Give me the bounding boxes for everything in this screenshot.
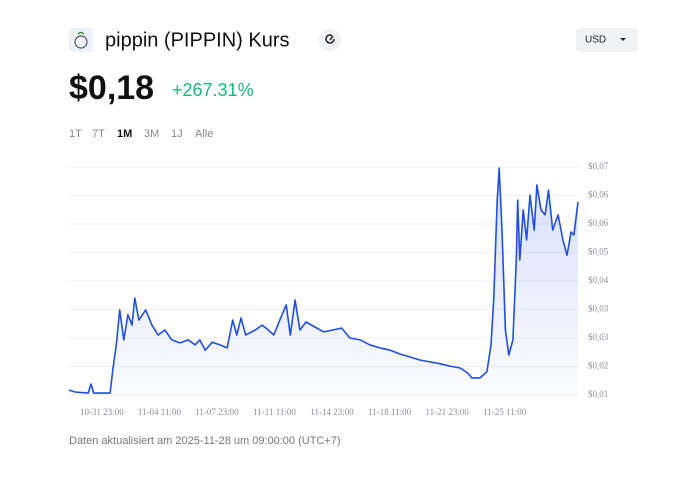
x-tick-label: 11-07 23:00 — [195, 407, 239, 417]
x-tick-label: 10-31 23:00 — [80, 407, 124, 417]
x-tick-label: 11-11 11:00 — [253, 407, 296, 417]
currency: USD — [585, 35, 606, 46]
range-tab[interactable]: Alle — [195, 128, 213, 140]
price-change: +267.31% — [172, 80, 254, 100]
area-fill — [69, 168, 578, 395]
x-tick-label: 11-25 11:00 — [483, 407, 527, 417]
x-tick-label: 11-14 23:00 — [310, 407, 354, 417]
y-tick-label: $0,03 — [588, 332, 609, 342]
y-tick-label: $0,06 — [588, 190, 609, 200]
currency-select[interactable]: USD — [576, 28, 638, 52]
title: pippin (PIPPIN) Kurs — [105, 29, 290, 51]
range-tab[interactable]: 1J — [171, 128, 183, 140]
y-tick-label: $0,04 — [588, 275, 609, 285]
range-tab[interactable]: 1T — [69, 128, 82, 140]
x-tick-label: 11-04 11:00 — [138, 407, 182, 417]
price: $0,18 — [69, 69, 154, 107]
y-tick-label: $0,05 — [588, 247, 609, 257]
range-tab[interactable]: 3M — [144, 128, 159, 140]
chart: $0,01 $0,02 $0,03 $0,03 $0,04 $0,05 $0,06 $0,06… — [68, 161, 609, 417]
logo — [69, 28, 93, 52]
refresh-button[interactable] — [319, 29, 341, 51]
range-tab[interactable]: 7T — [92, 128, 105, 140]
y-tick-label: $0,01 — [588, 389, 608, 399]
y-tick-label: $0,07 — [588, 161, 609, 171]
range-tabs: 1T 7T 1M 3M 1J Alle — [69, 128, 213, 140]
range-tab[interactable]: 1M — [117, 128, 132, 140]
footer: Daten aktualisiert am 2025-11-28 um 09:0… — [69, 435, 341, 447]
y-tick-label: $0,03 — [588, 304, 609, 314]
x-tick-label: 11-18 11:00 — [368, 407, 412, 417]
price-line — [68, 167, 579, 394]
x-tick-label: 11-21 23:00 — [425, 407, 469, 417]
y-tick-label: $0,02 — [588, 361, 608, 371]
y-tick-label: $0,06 — [588, 218, 609, 228]
